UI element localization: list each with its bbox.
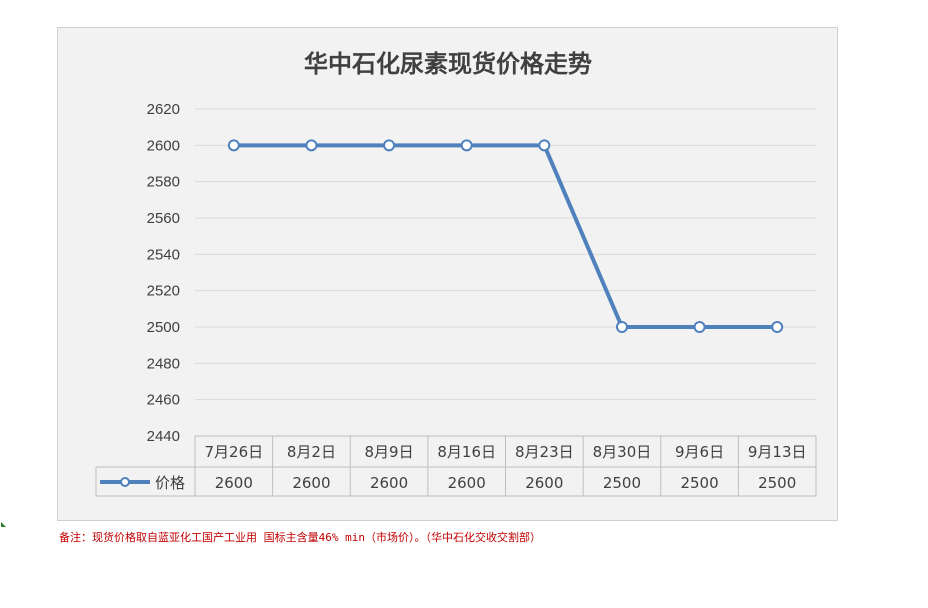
x-category-label: 8月30日 bbox=[593, 443, 652, 461]
data-point bbox=[693, 321, 706, 333]
x-category-label: 9月13日 bbox=[748, 443, 807, 461]
y-tick-label: 2520 bbox=[147, 283, 180, 300]
data-table-value: 2500 bbox=[680, 474, 718, 492]
chart-title: 华中石化尿素现货价格走势 bbox=[304, 50, 592, 78]
y-tick-label: 2540 bbox=[147, 246, 180, 263]
y-tick-label: 2600 bbox=[147, 137, 180, 154]
data-table-value: 2600 bbox=[370, 474, 408, 492]
data-table-value: 2600 bbox=[215, 474, 253, 492]
y-tick-label: 2480 bbox=[147, 355, 180, 372]
data-table-value: 2600 bbox=[525, 474, 563, 492]
x-category-label: 8月9日 bbox=[365, 443, 414, 461]
price-series bbox=[227, 139, 784, 333]
data-point bbox=[615, 321, 628, 333]
data-table-value: 2500 bbox=[603, 474, 641, 492]
data-point bbox=[460, 139, 473, 152]
y-tick-label: 2560 bbox=[147, 210, 180, 227]
legend-label: 价格 bbox=[155, 474, 185, 492]
chart-area: 华中石化尿素现货价格走势 2620 2600 2580 2560 2540 2520 250… bbox=[57, 27, 838, 521]
data-table-value: 2600 bbox=[448, 474, 486, 492]
x-category-label: 8月2日 bbox=[287, 443, 336, 461]
y-tick-label: 2460 bbox=[147, 392, 180, 409]
series-line bbox=[233, 143, 778, 329]
line-chart: 华中石化尿素现货价格走势 2620 2600 2580 2560 2540 2520 250… bbox=[95, 50, 817, 497]
data-point bbox=[383, 139, 396, 152]
corner-marker bbox=[1, 522, 6, 527]
x-category-label: 8月16日 bbox=[437, 443, 496, 461]
data-table-value: 2500 bbox=[758, 474, 796, 492]
x-category-label: 8月23日 bbox=[515, 443, 574, 461]
y-tick-label: 2580 bbox=[147, 174, 180, 191]
data-point bbox=[771, 321, 784, 333]
y-tick-label: 2620 bbox=[147, 101, 180, 118]
x-category-label: 9月6日 bbox=[675, 443, 724, 461]
y-axis-ticks: 2620 2600 2580 2560 2540 2520 2500 2480 2460 2440 bbox=[147, 101, 180, 445]
gridlines bbox=[195, 108, 816, 401]
x-category-label: 7月26日 bbox=[204, 443, 263, 461]
footnote: 备注：现货价格取自蓝亚化工国产工业用 国标主含量46% min（市场价）。（华中… bbox=[59, 531, 541, 544]
data-point bbox=[538, 139, 551, 152]
legend-marker bbox=[120, 477, 130, 487]
data-point bbox=[227, 139, 240, 152]
y-tick-label: 2500 bbox=[147, 319, 180, 336]
data-point bbox=[305, 139, 318, 152]
y-tick-label: 2440 bbox=[147, 428, 180, 445]
data-table-value: 2600 bbox=[292, 474, 330, 492]
